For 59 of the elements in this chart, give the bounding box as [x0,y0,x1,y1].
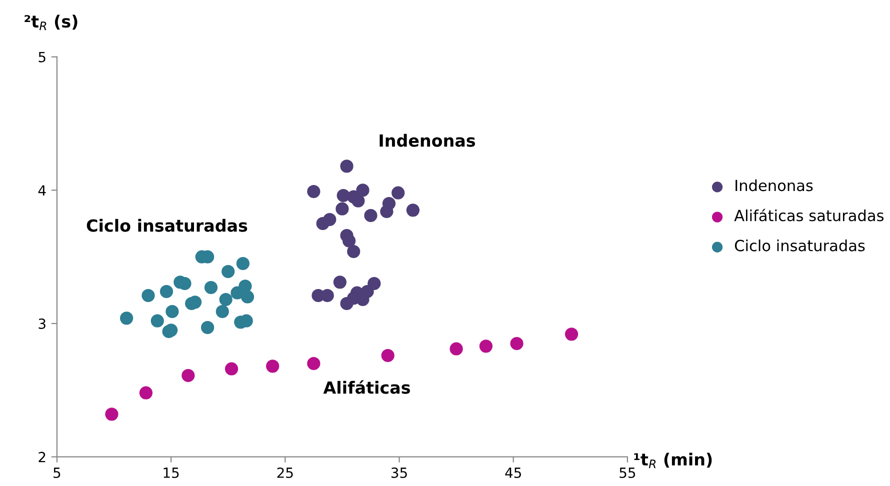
point [236,256,250,270]
point [266,360,280,373]
point [105,408,118,421]
point [364,208,378,222]
point [368,276,381,290]
point [142,288,155,302]
point [201,320,214,334]
x-tick-label: 35 [391,468,407,478]
point [336,202,349,216]
point [307,356,320,370]
point [340,296,354,310]
legend-label: Indenonas [736,179,813,192]
point [381,348,394,362]
legend-label: Alifáticas saturadas [734,208,884,222]
y-axis-title: ²t$_{R}$ (s) [24,14,78,30]
y-tick-label: 4 [38,185,46,196]
point [307,184,320,198]
point [216,304,229,318]
point [164,324,178,337]
point [240,290,254,304]
point [342,234,356,248]
point [139,386,153,400]
y-tick-label: 3 [38,318,46,329]
point [333,276,346,289]
y-tick-label: 2 [38,452,46,462]
point [340,160,354,173]
point [320,288,334,302]
point [450,342,463,356]
point [120,312,134,325]
point [230,286,244,300]
point [219,292,232,306]
point [150,314,164,328]
point [380,204,394,218]
x-tick-label: 25 [277,468,293,478]
x-tick-label: 45 [505,468,521,478]
point [392,186,405,200]
point [222,264,235,278]
point [352,194,365,208]
point [347,244,360,258]
point [204,280,218,294]
x-tick-label: 55 [620,468,636,478]
point [356,184,370,197]
point [510,336,524,350]
x-tick-label: 15 [164,468,179,478]
point [406,204,420,217]
annotation: Indenonas [380,134,476,147]
y-tick-label: 5 [38,52,46,62]
legend-label: Ciclo insaturadas [734,240,865,252]
annotation: Alifáticas [323,380,410,394]
x-axis-title: ¹t$_{R}$ (min) [634,452,712,468]
x-tick-label: 5 [54,468,60,478]
point [564,328,578,341]
point [479,340,493,353]
point [182,368,195,382]
point [160,284,174,298]
point [224,362,238,376]
point [166,304,179,318]
annotation: Ciclo insaturadas [86,218,248,232]
point [316,216,330,230]
